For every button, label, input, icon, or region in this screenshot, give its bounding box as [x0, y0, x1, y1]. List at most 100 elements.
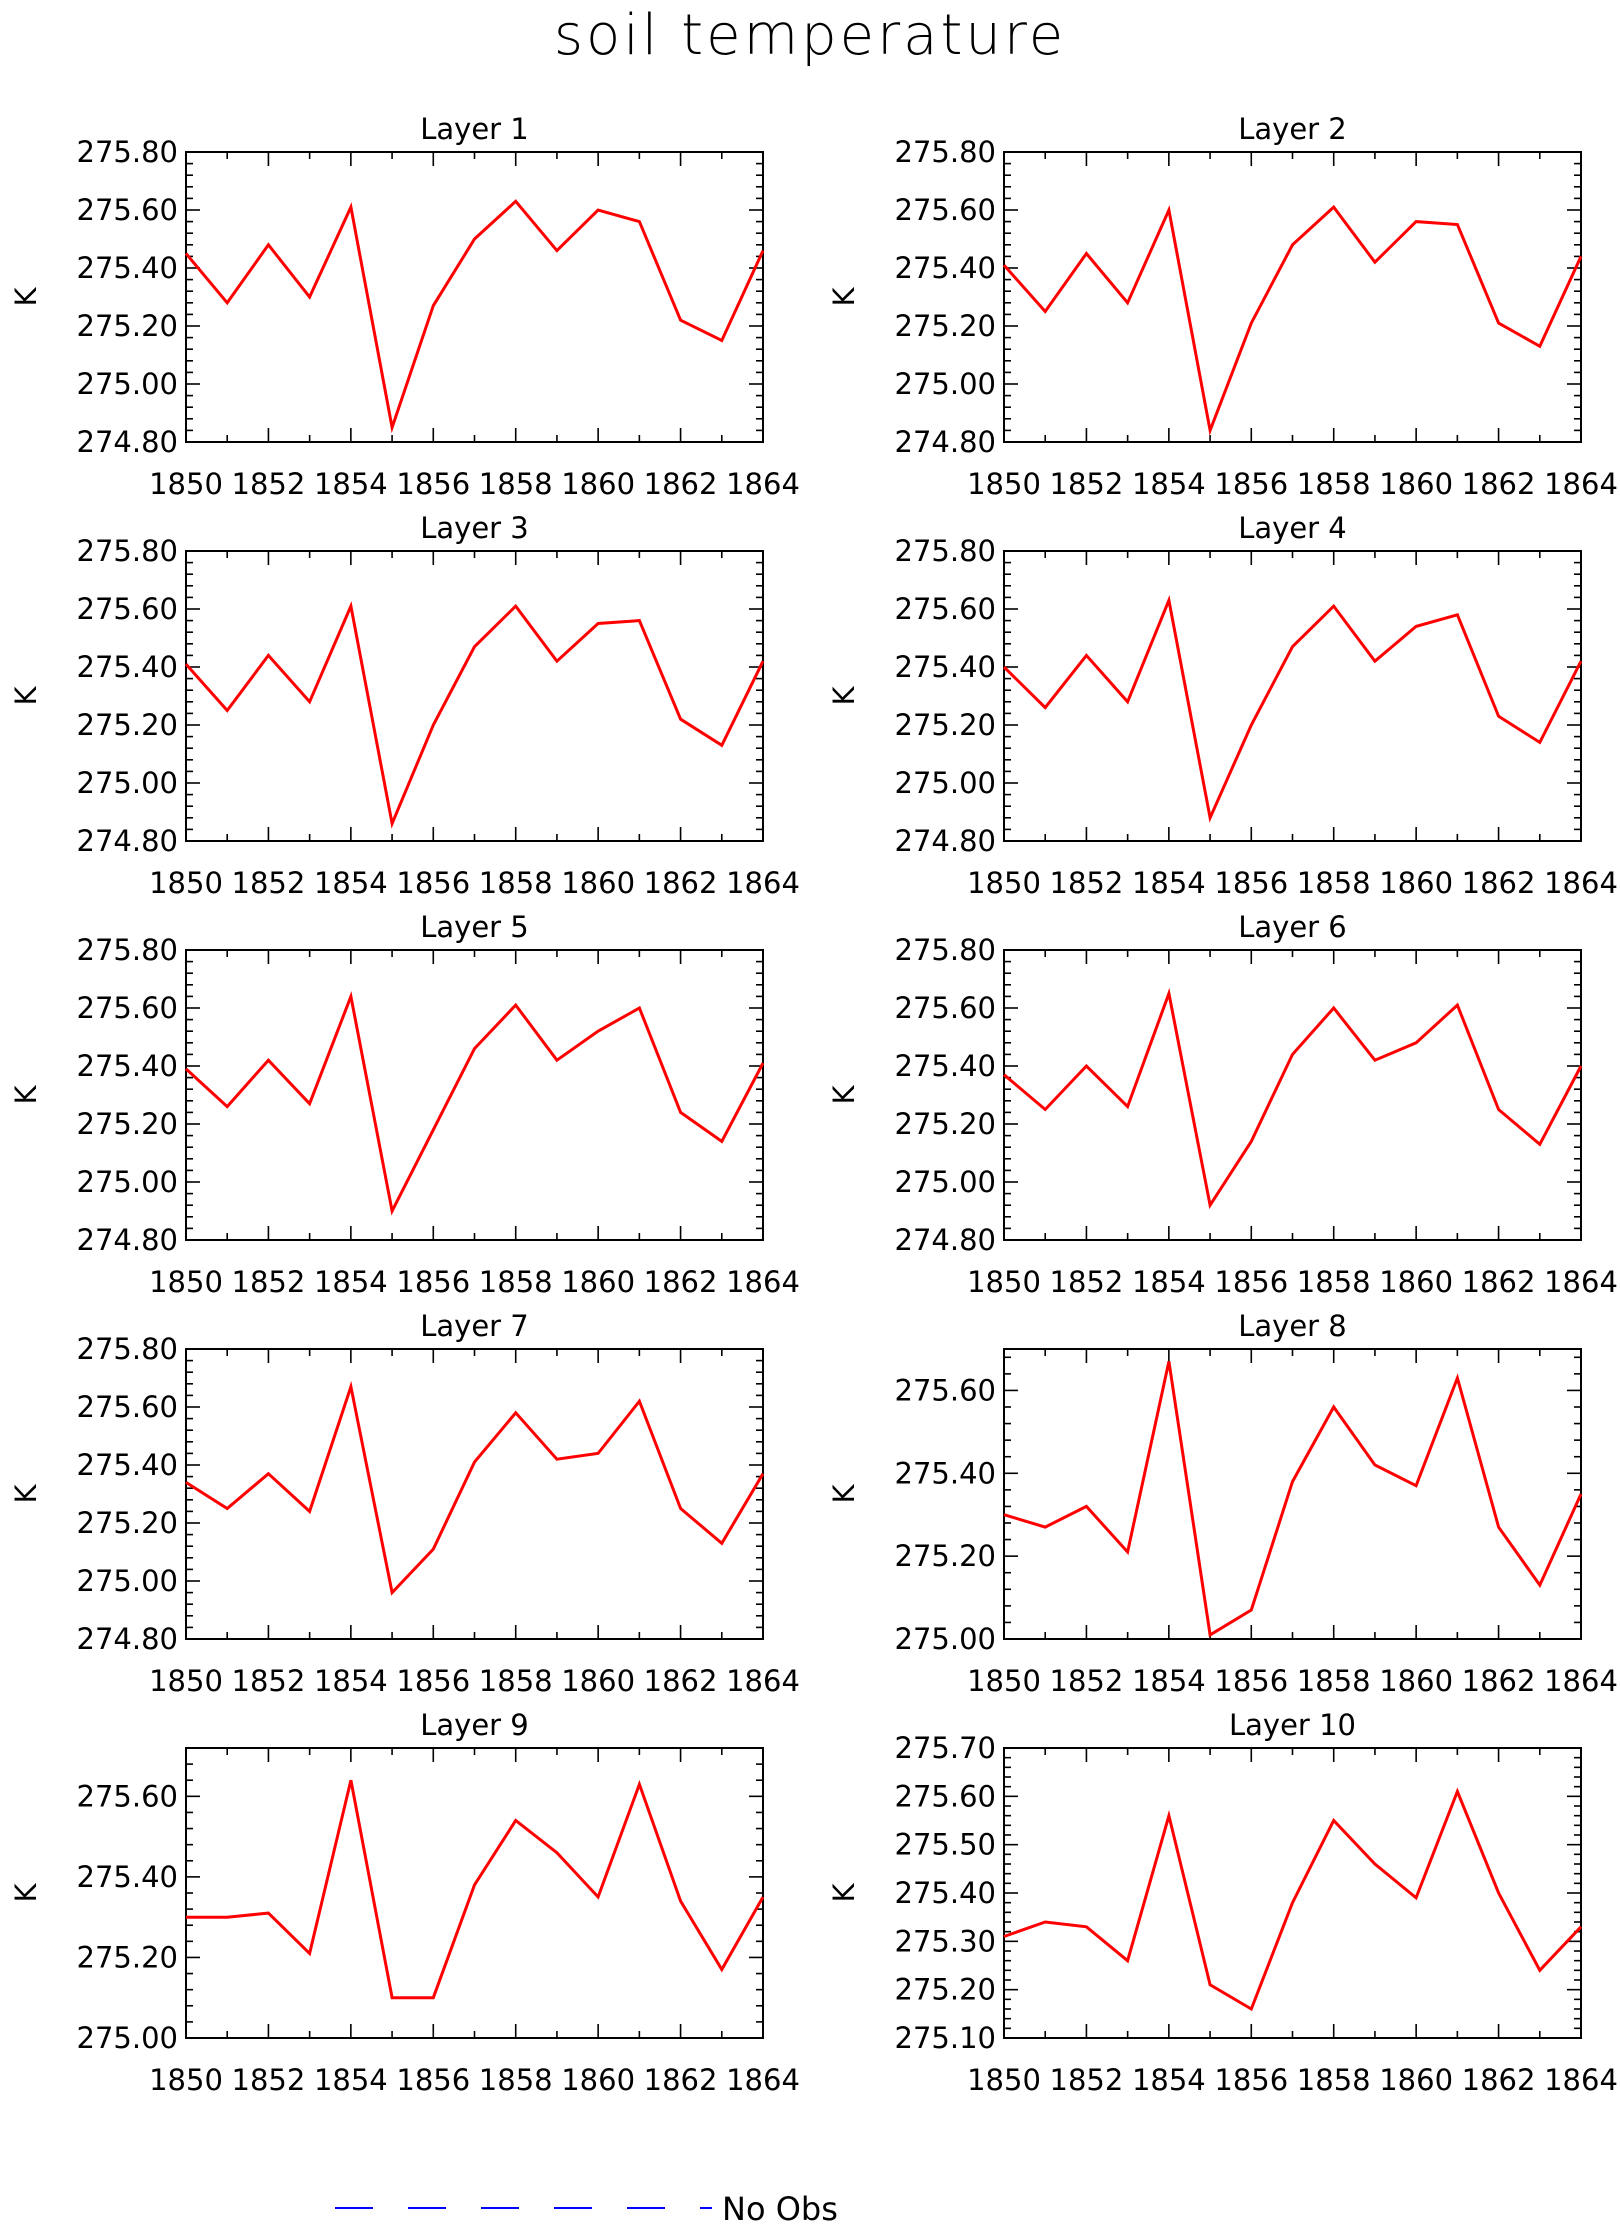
x-tick-label: 1862 [644, 866, 718, 900]
y-axis-label: K [9, 686, 43, 706]
y-tick-label: 275.60 [77, 991, 178, 1025]
y-axis-label: K [9, 1883, 43, 1903]
x-tick-label: 1862 [1462, 1265, 1536, 1299]
y-tick-label: 274.80 [895, 1223, 996, 1257]
y-axis-label: K [827, 686, 861, 706]
panel-title: Layer 7 [420, 1309, 529, 1343]
x-tick-label: 1860 [1379, 866, 1453, 900]
x-tick-label: 1856 [396, 467, 470, 501]
x-tick-label: 1864 [726, 1265, 800, 1299]
x-tick-label: 1858 [479, 2063, 553, 2097]
panel-layer-2: Layer 2 274.80 275.00 275.20 275.40 275.60 275… [827, 112, 1618, 501]
y-tick-label: 274.80 [895, 425, 996, 459]
panel-layer-4: Layer 4 274.80 275.00 275.20 275.40 275.60 275… [827, 511, 1618, 900]
y-axis-label: K [9, 1484, 43, 1504]
x-tick-label: 1854 [1132, 467, 1206, 501]
y-tick-label: 275.60 [77, 193, 178, 227]
y-axis-label: K [9, 287, 43, 307]
x-tick-label: 1852 [1050, 866, 1124, 900]
x-tick-label: 1854 [1132, 1265, 1206, 1299]
x-tick-label: 1850 [967, 1664, 1041, 1698]
x-tick-label: 1862 [644, 2063, 718, 2097]
series-line [184, 990, 765, 1216]
panel-title: Layer 6 [1238, 910, 1347, 944]
plot-frame [1003, 151, 1582, 443]
x-tick-label: 1850 [149, 1265, 223, 1299]
x-tick-label: 1852 [1050, 1664, 1124, 1698]
y-tick-label: 275.60 [77, 592, 178, 626]
series-line [184, 601, 765, 829]
x-tick-label: 1858 [1297, 2063, 1371, 2097]
panel-layer-1: Layer 1 274.80 275.00 275.20 275.40 275.60 275… [9, 112, 800, 501]
x-tick-label: 1864 [726, 2063, 800, 2097]
x-tick-label: 1856 [396, 866, 470, 900]
legend-label: No Obs [722, 2190, 838, 2227]
y-tick-label: 275.20 [77, 1940, 178, 1974]
x-tick-label: 1864 [726, 1664, 800, 1698]
y-tick-label: 275.60 [895, 1373, 996, 1407]
panel-title: Layer 5 [420, 910, 529, 944]
figure-title: soil temperature [554, 3, 1066, 68]
x-tick-label: 1854 [314, 2063, 388, 2097]
x-tick-label: 1856 [1214, 1664, 1288, 1698]
x-tick-label: 1854 [314, 866, 388, 900]
x-tick-label: 1852 [232, 1265, 306, 1299]
legend: No Obs [335, 2190, 838, 2227]
y-tick-label: 275.80 [77, 933, 178, 967]
x-tick-label: 1850 [149, 2063, 223, 2097]
y-axis-label: K [827, 1883, 861, 1903]
y-tick-label: 275.30 [895, 1924, 996, 1958]
x-tick-label: 1856 [396, 1265, 470, 1299]
x-tick-label: 1860 [561, 1664, 635, 1698]
x-tick-label: 1862 [1462, 467, 1536, 501]
y-tick-label: 275.00 [77, 367, 178, 401]
x-tick-label: 1856 [396, 1664, 470, 1698]
series-line [1003, 1361, 1583, 1638]
y-tick-label: 275.80 [895, 534, 996, 568]
plot-frame [185, 550, 764, 842]
y-tick-label: 275.40 [895, 650, 996, 684]
y-axis-label: K [827, 287, 861, 307]
plot-frame [185, 949, 764, 1241]
x-tick-label: 1858 [1297, 1265, 1371, 1299]
x-tick-label: 1856 [396, 2063, 470, 2097]
panel-layer-6: Layer 6 274.80 275.00 275.20 275.40 275.60 275… [827, 910, 1618, 1299]
plot-frame [1003, 1747, 1582, 2039]
y-tick-label: 275.40 [77, 1860, 178, 1894]
y-tick-label: 275.60 [895, 592, 996, 626]
x-tick-label: 1860 [1379, 1265, 1453, 1299]
x-tick-label: 1858 [479, 1664, 553, 1698]
series-line [186, 1779, 765, 2000]
x-tick-label: 1862 [1462, 866, 1536, 900]
x-tick-label: 1850 [967, 866, 1041, 900]
x-tick-label: 1864 [726, 467, 800, 501]
x-tick-label: 1850 [967, 1265, 1041, 1299]
x-tick-label: 1852 [232, 1664, 306, 1698]
y-tick-label: 275.00 [77, 2021, 178, 2055]
y-tick-label: 275.20 [77, 1107, 178, 1141]
x-tick-label: 1854 [314, 1664, 388, 1698]
y-tick-label: 275.40 [895, 1876, 996, 1910]
y-tick-label: 275.20 [77, 1506, 178, 1540]
y-tick-label: 275.00 [77, 1165, 178, 1199]
x-tick-label: 1862 [644, 467, 718, 501]
x-tick-label: 1852 [1050, 467, 1124, 501]
y-tick-label: 275.00 [77, 766, 178, 800]
y-tick-label: 275.40 [895, 1049, 996, 1083]
x-tick-label: 1858 [479, 1265, 553, 1299]
x-tick-label: 1858 [1297, 1664, 1371, 1698]
x-tick-label: 1854 [314, 1265, 388, 1299]
y-tick-label: 275.20 [895, 708, 996, 742]
y-axis-label: K [827, 1484, 861, 1504]
series-line [1002, 204, 1583, 436]
panel-title: Layer 8 [1238, 1309, 1347, 1343]
panel-title: Layer 2 [1238, 112, 1347, 146]
x-tick-label: 1862 [644, 1664, 718, 1698]
panel-layer-5: Layer 5 274.80 275.00 275.20 275.40 275.60 275… [9, 910, 800, 1299]
x-tick-label: 1854 [314, 467, 388, 501]
y-tick-label: 275.40 [77, 251, 178, 285]
x-tick-label: 1864 [1544, 467, 1618, 501]
y-tick-label: 275.00 [77, 1564, 178, 1598]
x-tick-label: 1860 [561, 866, 635, 900]
x-tick-label: 1860 [561, 1265, 635, 1299]
